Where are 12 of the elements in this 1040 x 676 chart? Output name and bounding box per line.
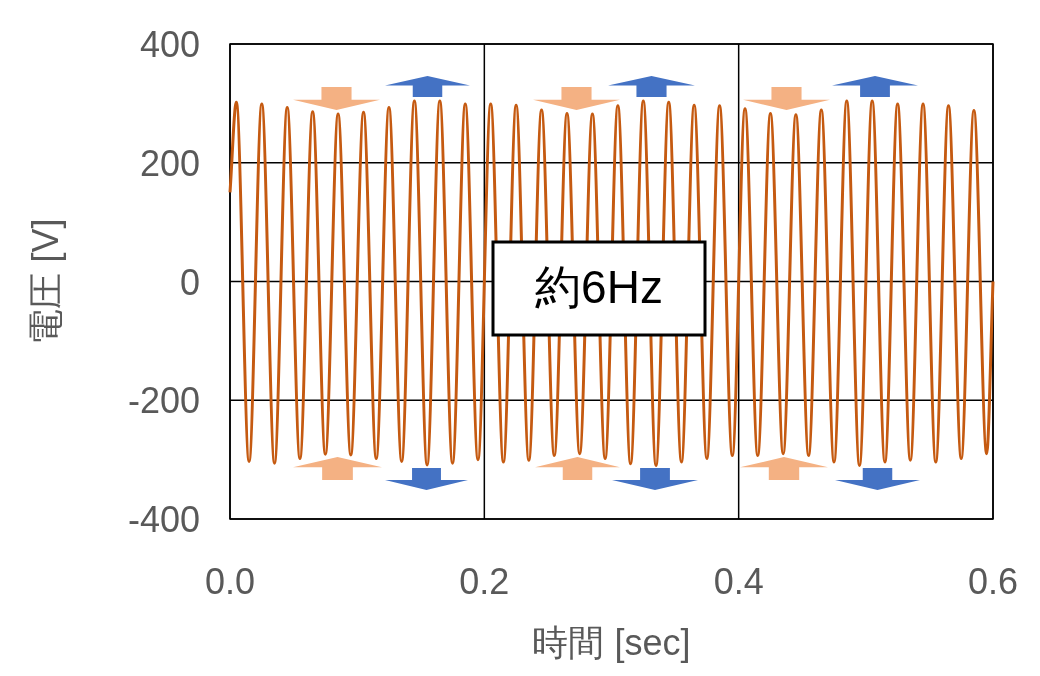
annotation: 約6Hz (535, 261, 663, 313)
x-tick-label: 0.4 (713, 561, 764, 602)
y-tick-label: -400 (127, 499, 200, 540)
x-axis-title: 時間 [sec] (532, 622, 691, 663)
y-tick-label: 400 (139, 24, 200, 65)
x-tick-label: 0.6 (967, 561, 1019, 602)
y-tick-label: 0 (179, 261, 200, 303)
y-axis-title: 電圧 [V] (25, 218, 66, 345)
y-tick-label: -200 (127, 380, 200, 422)
x-tick-label: 0.0 (204, 561, 256, 602)
x-tick-label: 0.2 (459, 561, 510, 602)
y-tick-label: 200 (139, 142, 200, 184)
